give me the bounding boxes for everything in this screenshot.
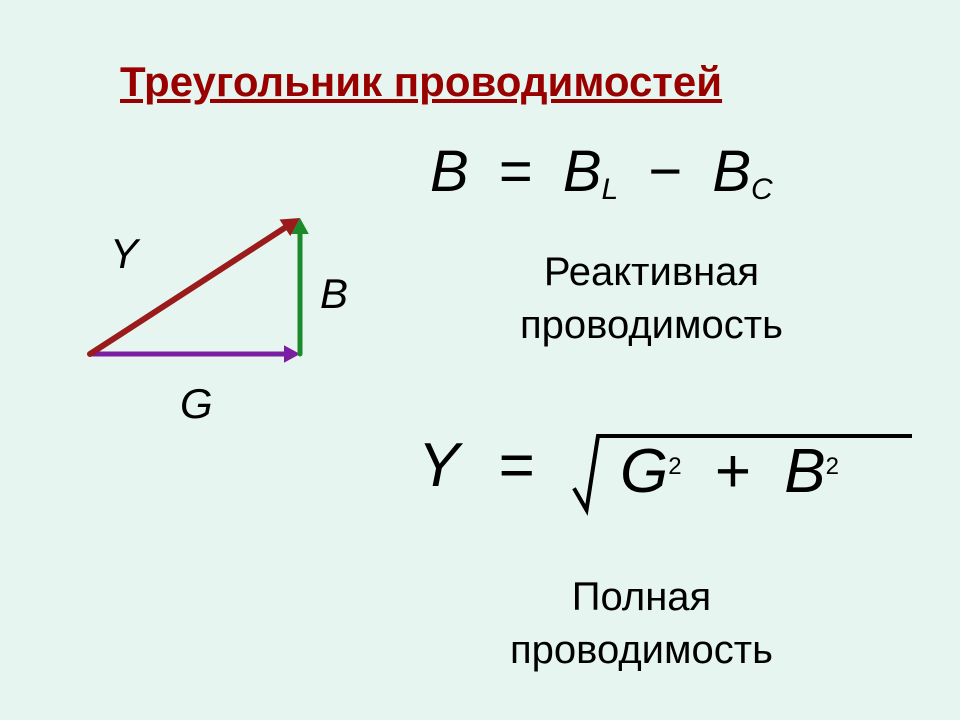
slide: Треугольник проводимостей Y B G B = BL −…: [0, 0, 960, 720]
label-full-line2: проводимость: [510, 628, 773, 673]
radical-svg: [0, 0, 960, 720]
label-full: Полная проводимость: [510, 575, 773, 673]
label-full-line1: Полная: [510, 575, 773, 620]
